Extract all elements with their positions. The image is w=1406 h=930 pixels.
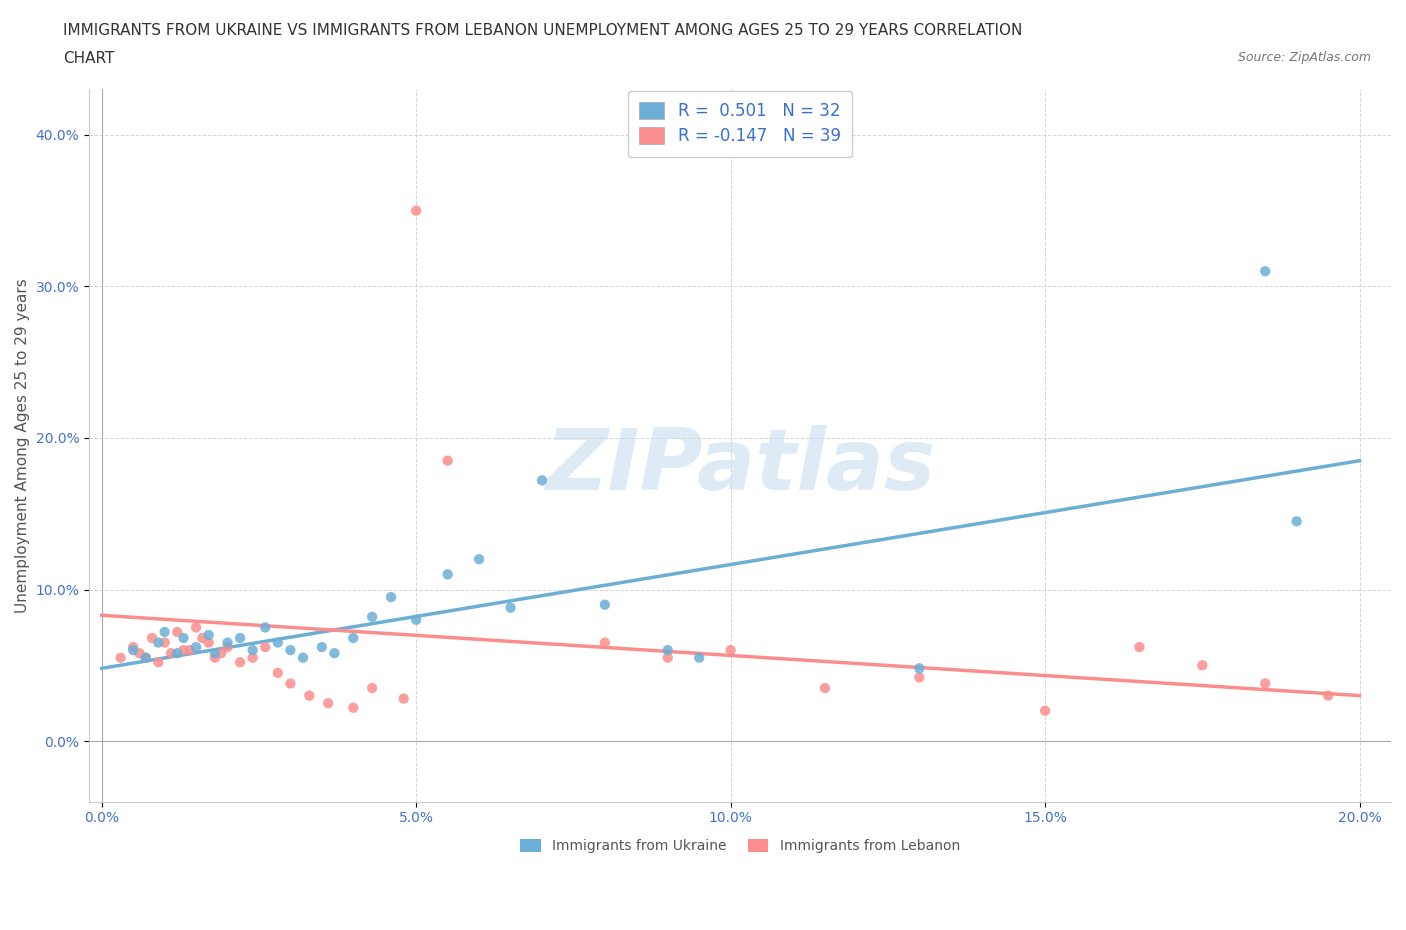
Point <box>720 643 742 658</box>
Point <box>908 661 931 676</box>
Point <box>657 650 679 665</box>
Point <box>173 643 195 658</box>
Point <box>657 643 679 658</box>
Point <box>1285 514 1308 529</box>
Point <box>184 640 207 655</box>
Point <box>148 635 170 650</box>
Point <box>254 640 277 655</box>
Point <box>1128 640 1150 655</box>
Point <box>197 635 219 650</box>
Point <box>323 645 346 660</box>
Point <box>499 600 522 615</box>
Legend: Immigrants from Ukraine, Immigrants from Lebanon: Immigrants from Ukraine, Immigrants from… <box>515 834 966 859</box>
Point <box>530 473 553 488</box>
Point <box>148 655 170 670</box>
Point <box>361 681 384 696</box>
Text: ZIPatlas: ZIPatlas <box>546 425 935 509</box>
Point <box>153 635 176 650</box>
Point <box>280 676 302 691</box>
Point <box>342 631 364 645</box>
Point <box>191 631 214 645</box>
Point <box>229 655 252 670</box>
Point <box>128 645 150 660</box>
Point <box>110 650 132 665</box>
Point <box>217 640 239 655</box>
Point <box>342 700 364 715</box>
Point <box>380 590 402 604</box>
Point <box>405 612 427 627</box>
Point <box>229 631 252 645</box>
Point <box>405 203 427 218</box>
Point <box>1191 658 1213 672</box>
Point <box>298 688 321 703</box>
Point <box>122 643 145 658</box>
Point <box>908 670 931 684</box>
Point <box>311 640 333 655</box>
Point <box>179 643 201 658</box>
Point <box>135 650 157 665</box>
Point <box>204 645 226 660</box>
Point <box>153 625 176 640</box>
Point <box>1033 703 1056 718</box>
Point <box>280 643 302 658</box>
Point <box>197 628 219 643</box>
Point <box>392 691 415 706</box>
Point <box>209 645 232 660</box>
Point <box>688 650 710 665</box>
Text: Source: ZipAtlas.com: Source: ZipAtlas.com <box>1237 51 1371 64</box>
Point <box>217 635 239 650</box>
Point <box>361 609 384 624</box>
Point <box>166 625 188 640</box>
Point <box>436 453 458 468</box>
Point <box>184 620 207 635</box>
Y-axis label: Unemployment Among Ages 25 to 29 years: Unemployment Among Ages 25 to 29 years <box>15 278 30 613</box>
Point <box>267 666 290 681</box>
Text: IMMIGRANTS FROM UKRAINE VS IMMIGRANTS FROM LEBANON UNEMPLOYMENT AMONG AGES 25 TO: IMMIGRANTS FROM UKRAINE VS IMMIGRANTS FR… <box>63 23 1022 38</box>
Point <box>1254 264 1277 279</box>
Point <box>160 645 183 660</box>
Point <box>135 650 157 665</box>
Point <box>122 640 145 655</box>
Point <box>436 567 458 582</box>
Point <box>204 650 226 665</box>
Point <box>166 645 188 660</box>
Point <box>468 551 491 566</box>
Point <box>593 635 616 650</box>
Point <box>173 631 195 645</box>
Point <box>593 597 616 612</box>
Point <box>1317 688 1340 703</box>
Point <box>1254 676 1277 691</box>
Point <box>242 643 264 658</box>
Text: CHART: CHART <box>63 51 115 66</box>
Point <box>242 650 264 665</box>
Point <box>291 650 314 665</box>
Point <box>141 631 163 645</box>
Point <box>316 696 339 711</box>
Point <box>267 635 290 650</box>
Point <box>254 620 277 635</box>
Point <box>814 681 837 696</box>
